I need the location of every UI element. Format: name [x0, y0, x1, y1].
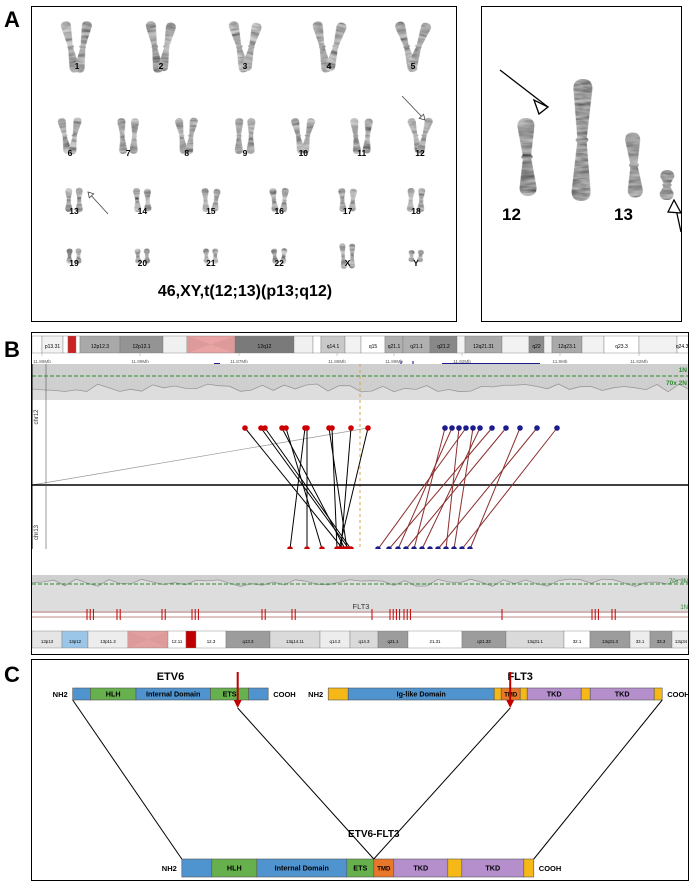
- svg-text:Ig-like Domain: Ig-like Domain: [397, 690, 446, 699]
- svg-text:12q23.1: 12q23.1: [558, 344, 576, 350]
- svg-text:11.87Mb: 11.87Mb: [230, 359, 248, 364]
- svg-text:q22: q22: [532, 344, 541, 350]
- svg-text:HLH: HLH: [106, 690, 121, 699]
- svg-text:Internal Domain: Internal Domain: [275, 864, 329, 873]
- svg-text:TKD: TKD: [547, 690, 562, 699]
- svg-text:70x 2N: 70x 2N: [669, 579, 688, 585]
- svg-text:FLT3: FLT3: [507, 671, 532, 683]
- svg-text:11.89Mb: 11.89Mb: [131, 359, 149, 364]
- svg-text:chr13: chr13: [34, 524, 40, 540]
- svg-text:13p13: 13p13: [41, 639, 54, 644]
- svg-text:TMD: TMD: [377, 867, 391, 873]
- svg-text:11.86Mb: 11.86Mb: [33, 359, 51, 364]
- svg-text:13q14.11: 13q14.11: [286, 639, 305, 644]
- svg-text:q23.3: q23.3: [615, 344, 628, 350]
- svg-text:q21.2: q21.2: [437, 344, 450, 350]
- svg-text:TKD: TKD: [485, 864, 500, 873]
- svg-text:33.3: 33.3: [657, 639, 666, 644]
- svg-text:NH2: NH2: [308, 690, 323, 699]
- svg-text:q21.33: q21.33: [477, 639, 491, 644]
- svg-text:13q31.3: 13q31.3: [602, 639, 618, 644]
- svg-text:11.9Mb: 11.9Mb: [553, 359, 568, 364]
- svg-text:12p12.3: 12p12.3: [91, 344, 109, 350]
- svg-text:1N: 1N: [679, 367, 688, 374]
- svg-text:p13.31: p13.31: [45, 344, 61, 350]
- svg-text:HLH: HLH: [227, 864, 242, 873]
- svg-text:ETV6: ETV6: [157, 671, 185, 683]
- svg-text:70x 2N: 70x 2N: [666, 380, 687, 387]
- svg-text:q14.1: q14.1: [327, 344, 340, 350]
- svg-text:ETS: ETS: [353, 864, 367, 873]
- svg-text:11.92Mb: 11.92Mb: [630, 359, 648, 364]
- svg-text:q14.2: q14.2: [330, 639, 342, 644]
- svg-text:NH2: NH2: [53, 690, 68, 699]
- svg-text:13p12: 13p12: [69, 639, 82, 644]
- svg-text:COOH: COOH: [273, 690, 296, 699]
- svg-text:COOH: COOH: [539, 864, 562, 873]
- svg-text:13q31.1: 13q31.1: [527, 639, 543, 644]
- svg-text:COOH: COOH: [667, 690, 689, 699]
- svg-text:33.1: 33.1: [636, 639, 645, 644]
- svg-text:q14.3: q14.3: [359, 639, 371, 644]
- svg-text:FLT3: FLT3: [353, 602, 370, 611]
- svg-text:q24.31: q24.31: [676, 344, 689, 350]
- svg-text:TKD: TKD: [413, 864, 428, 873]
- svg-text:1N: 1N: [680, 605, 688, 611]
- svg-text:12.11: 12.11: [172, 639, 183, 644]
- svg-text:q21.1: q21.1: [388, 344, 401, 350]
- svg-text:TKD: TKD: [615, 690, 630, 699]
- svg-text:chr12: chr12: [34, 409, 40, 425]
- svg-text:12p12.1: 12p12.1: [132, 344, 150, 350]
- svg-text:13p11.2: 13p11.2: [100, 639, 116, 644]
- svg-text:q15: q15: [369, 344, 378, 350]
- svg-text:ETS: ETS: [223, 690, 237, 699]
- svg-text:11.88Mb: 11.88Mb: [328, 359, 346, 364]
- svg-text:NH2: NH2: [162, 864, 177, 873]
- svg-text:q13.3: q13.3: [243, 639, 255, 644]
- svg-text:q21.1: q21.1: [388, 639, 400, 644]
- svg-text:32.1: 32.1: [573, 639, 582, 644]
- svg-text:12q21.31: 12q21.31: [473, 344, 494, 350]
- svg-text:12.3: 12.3: [207, 639, 216, 644]
- svg-text:13q34: 13q34: [675, 639, 688, 644]
- svg-text:12q12: 12q12: [258, 344, 272, 350]
- svg-text:q21.1: q21.1: [410, 344, 423, 350]
- svg-text:21.31: 21.31: [430, 639, 442, 644]
- svg-text:Internal Domain: Internal Domain: [146, 690, 200, 699]
